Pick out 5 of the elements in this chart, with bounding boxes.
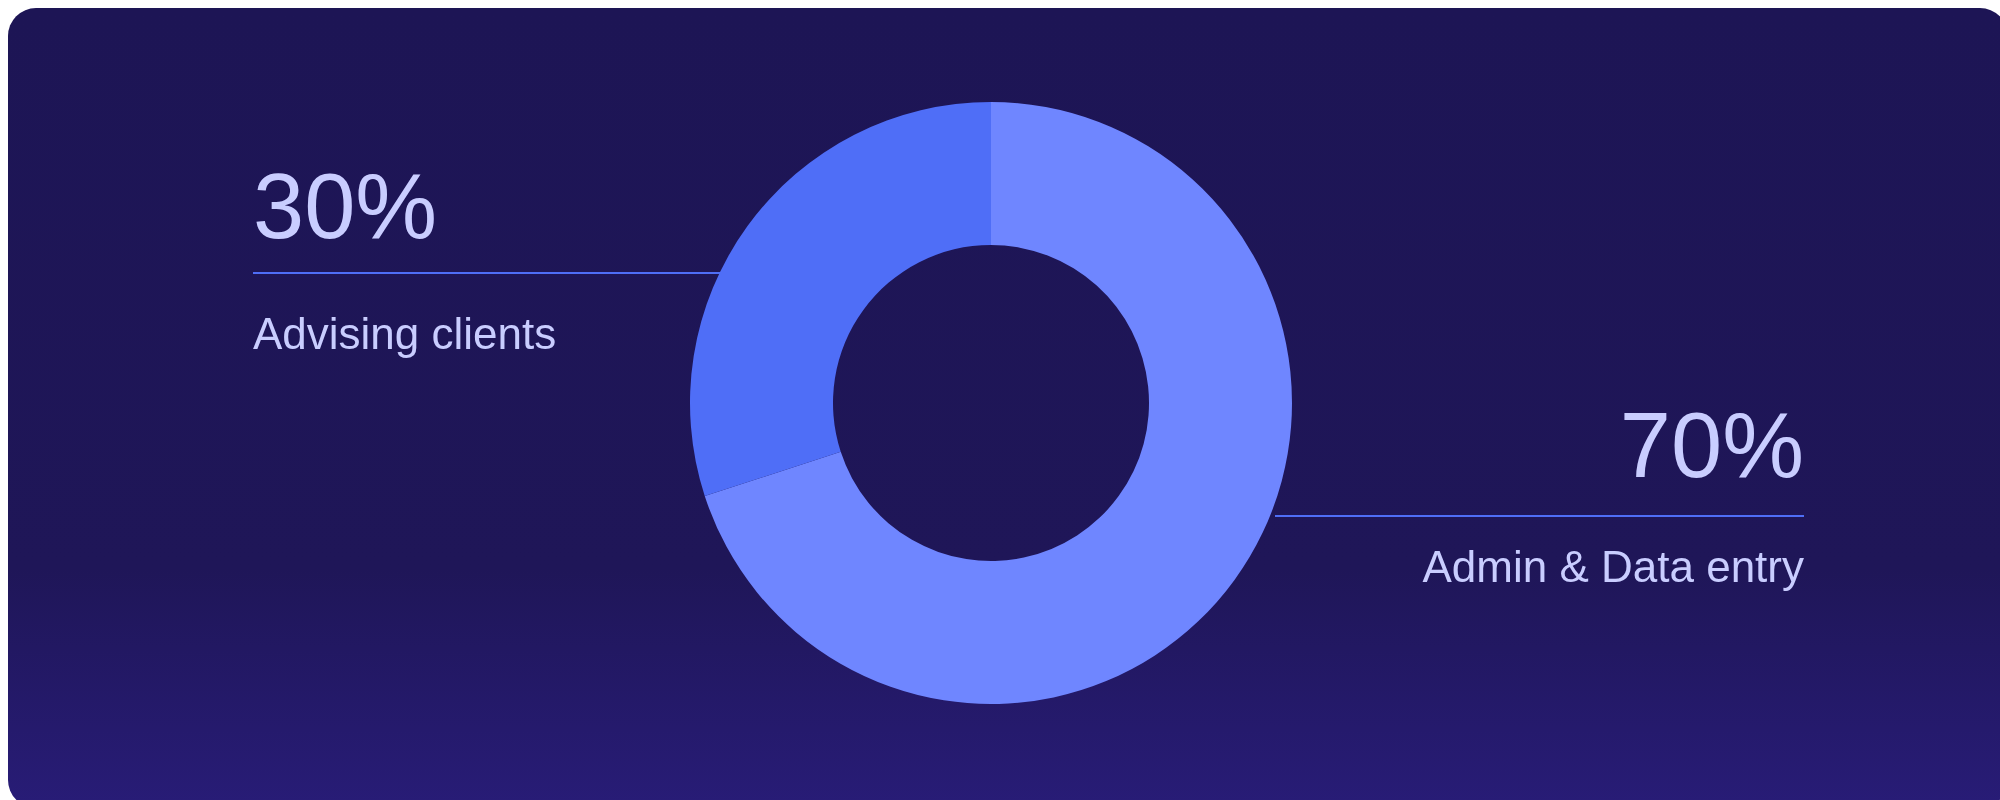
donut-slice [704, 102, 1292, 704]
slice-label: Admin & Data entry [1422, 542, 1804, 591]
data-label: 70% [1619, 394, 1804, 496]
data-label: 30% [253, 155, 438, 257]
slice-label: Advising clients [253, 309, 557, 358]
